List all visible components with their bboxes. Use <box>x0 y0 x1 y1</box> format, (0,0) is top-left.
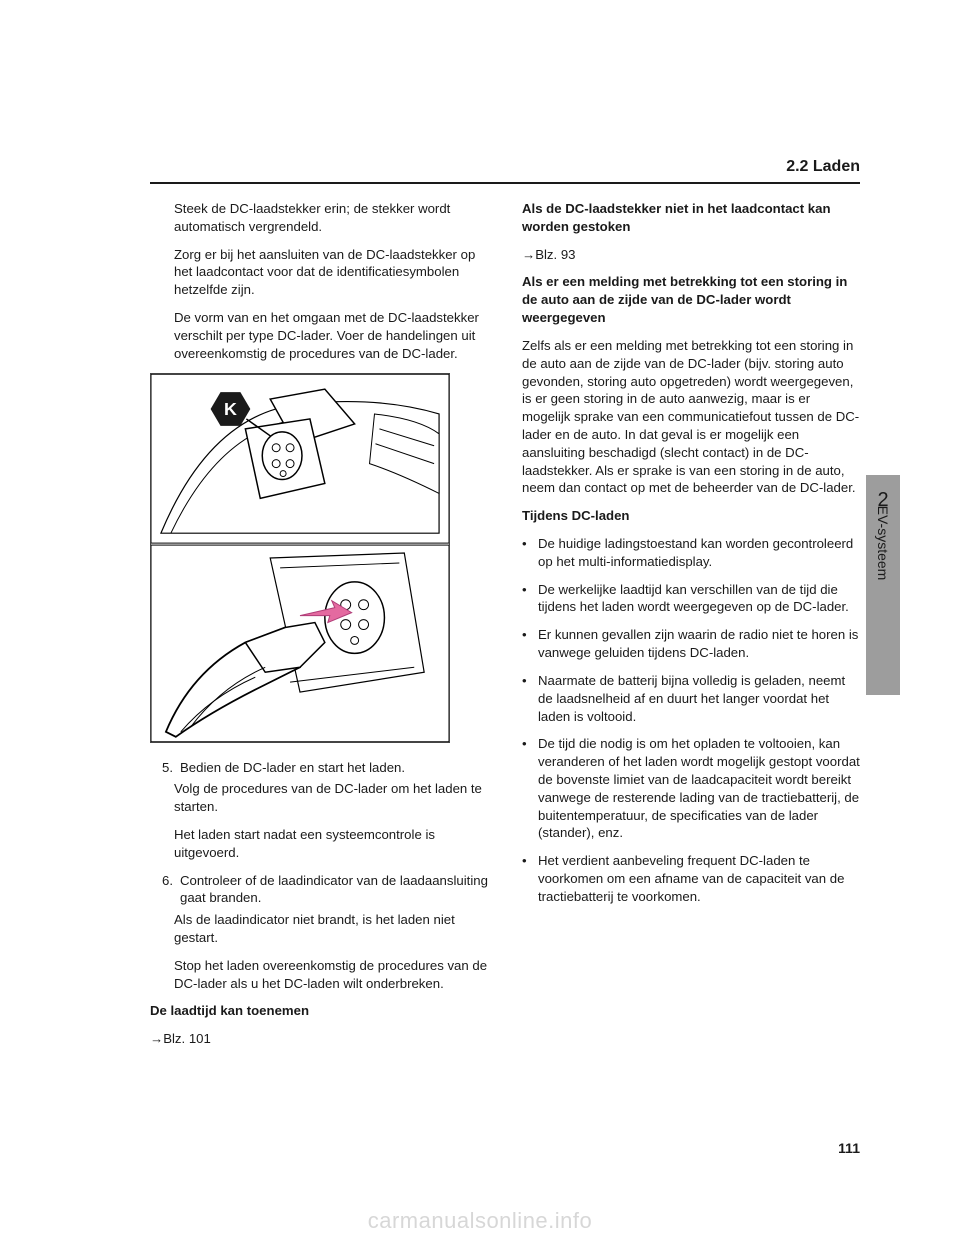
bullet-icon: • <box>522 581 538 617</box>
body-text: De vorm van en het omgaan met de DC-laad… <box>174 309 488 362</box>
header-rule <box>150 182 860 184</box>
chapter-tab: 2 EV-systeem <box>866 475 900 695</box>
body-text: Steek de DC-laadstekker erin; de stekker… <box>174 200 488 236</box>
bullet-text: De tijd die nodig is om het opladen te v… <box>538 735 860 842</box>
body-text: Als de laadindicator niet brandt, is het… <box>174 911 488 947</box>
list-item: • Naarmate de batterij bijna volledig is… <box>522 672 860 725</box>
body-text: Stop het laden overeenkomstig de procedu… <box>174 957 488 993</box>
list-item: 5. Bedien de DC-lader en start het laden… <box>162 759 488 777</box>
subheading: Als de DC-laadstekker niet in het laadco… <box>522 200 860 236</box>
step-number: 6. <box>162 872 180 908</box>
subheading: Tijdens DC-laden <box>522 507 860 525</box>
list-item: 6. Controleer of de laadindicator van de… <box>162 872 488 908</box>
list-item: • Er kunnen gevallen zijn waarin de radi… <box>522 626 860 662</box>
bullet-text: De werkelijke laadtijd kan verschillen v… <box>538 581 860 617</box>
bullet-text: De huidige ladingstoestand kan worden ge… <box>538 535 860 571</box>
watermark: carmanualsonline.info <box>0 1208 960 1234</box>
bullet-text: Het verdient aanbeveling frequent DC-lad… <box>538 852 860 905</box>
figure-callout-label: K <box>224 398 237 418</box>
section-header: 2.2 Laden <box>786 158 860 176</box>
list-item: • De werkelijke laadtijd kan verschillen… <box>522 581 860 617</box>
bullet-text: Er kunnen gevallen zijn waarin de radio … <box>538 626 860 662</box>
bullet-text: Naarmate de batterij bijna volledig is g… <box>538 672 860 725</box>
bullet-icon: • <box>522 672 538 725</box>
page-reference: →Blz. 101 <box>150 1030 488 1048</box>
body-text: Het laden start nadat een systeemcontrol… <box>174 826 488 862</box>
chapter-name: EV-systeem <box>875 506 891 581</box>
page-number: 111 <box>838 1140 860 1156</box>
step-text: Controleer of de laadindicator van de la… <box>180 872 488 908</box>
page-reference: →Blz. 93 <box>522 246 860 264</box>
body-text: Zorg er bij het aansluiten van de DC-laa… <box>174 246 488 299</box>
subheading: De laadtijd kan toenemen <box>150 1002 488 1020</box>
subheading: Als er een melding met betrekking tot ee… <box>522 273 860 326</box>
bullet-icon: • <box>522 852 538 905</box>
step-text: Bedien de DC-lader en start het laden. <box>180 759 488 777</box>
body-text: Volg de procedures van de DC-lader om he… <box>174 780 488 816</box>
bullet-icon: • <box>522 626 538 662</box>
right-column: Als de DC-laadstekker niet in het laadco… <box>522 200 860 1058</box>
charging-illustration: K <box>150 373 450 743</box>
step-number: 5. <box>162 759 180 777</box>
list-item: • Het verdient aanbeveling frequent DC-l… <box>522 852 860 905</box>
content-columns: Steek de DC-laadstekker erin; de stekker… <box>150 200 860 1058</box>
bullet-icon: • <box>522 735 538 842</box>
body-text: Zelfs als er een melding met betrekking … <box>522 337 860 497</box>
bullet-icon: • <box>522 535 538 571</box>
list-item: • De huidige ladingstoestand kan worden … <box>522 535 860 571</box>
list-item: • De tijd die nodig is om het opladen te… <box>522 735 860 842</box>
left-column: Steek de DC-laadstekker erin; de stekker… <box>150 200 488 1058</box>
